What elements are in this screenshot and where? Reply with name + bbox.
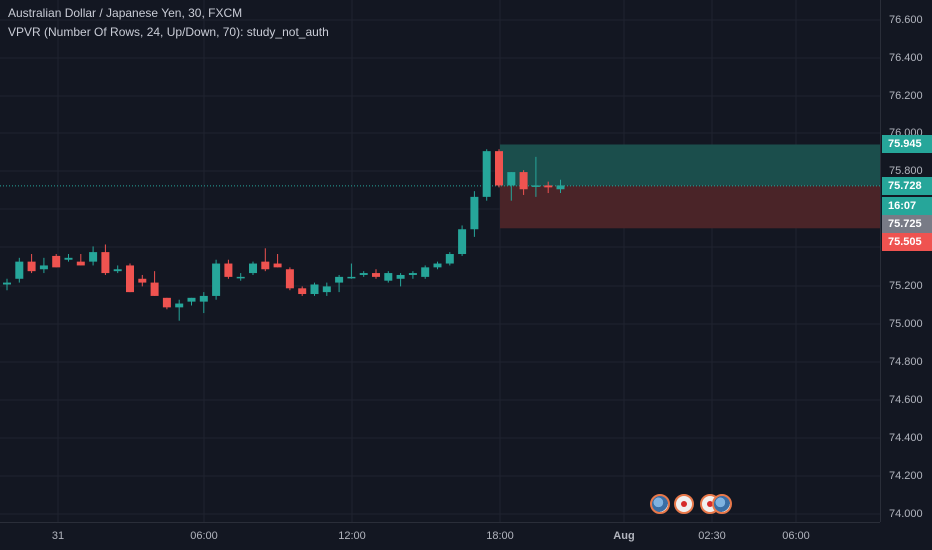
- candle-body: [470, 196, 479, 230]
- current-price-badge: 75.725: [882, 215, 932, 233]
- candle-body: [384, 273, 393, 281]
- candle-body: [482, 151, 491, 197]
- candle-body: [458, 229, 467, 255]
- stop-zone: [500, 185, 880, 229]
- symbol-title[interactable]: Australian Dollar / Japanese Yen, 30, FX…: [8, 6, 243, 20]
- candle-body: [531, 185, 540, 187]
- candle-body: [396, 274, 405, 279]
- candle-body: [236, 276, 245, 279]
- candle-body: [421, 267, 430, 277]
- candle-body: [359, 273, 368, 275]
- candle-body: [162, 297, 171, 308]
- candle-body: [15, 261, 24, 279]
- candle-body: [507, 172, 516, 186]
- candle-body: [187, 297, 196, 302]
- time-tick-label: 06:00: [190, 530, 218, 542]
- candle-body: [64, 257, 73, 260]
- globe-event-icon[interactable]: [650, 494, 670, 514]
- candle-body: [544, 185, 553, 188]
- candle-body: [76, 261, 85, 266]
- candle-body: [175, 303, 184, 308]
- candle-body: [322, 286, 331, 293]
- price-tick-label: 76.600: [889, 14, 923, 26]
- price-tick-label: 75.800: [889, 165, 923, 177]
- candle-body: [495, 151, 503, 186]
- candle-body: [310, 284, 319, 295]
- candle-body: [224, 263, 233, 277]
- time-tick-label: 31: [51, 530, 65, 542]
- candle-body: [433, 263, 442, 268]
- candle-body: [335, 276, 344, 283]
- candle-body: [39, 265, 48, 270]
- price-tick-label: 75.200: [889, 280, 923, 292]
- price-axis[interactable]: 76.60076.40076.20076.00075.80075.60075.4…: [880, 0, 932, 522]
- last-price-badge: 75.728: [882, 177, 932, 195]
- candle-body: [249, 263, 257, 274]
- candle-body: [199, 295, 208, 302]
- candle-body: [27, 261, 36, 272]
- price-tick-label: 74.800: [889, 356, 923, 368]
- candle-body: [261, 261, 270, 270]
- price-tick-label: 74.000: [889, 508, 923, 520]
- countdown-badge: 16:07: [882, 197, 932, 215]
- japan-flag-event-icon[interactable]: [674, 494, 694, 514]
- candle-body: [101, 252, 110, 274]
- indicator-title[interactable]: VPVR (Number Of Rows, 24, Up/Down, 70): …: [8, 25, 329, 39]
- stop-price-badge: 75.505: [882, 233, 932, 251]
- target-zone: [500, 144, 880, 186]
- time-tick-label: 18:00: [486, 530, 514, 542]
- candle-body: [150, 282, 159, 296]
- candle-body: [372, 273, 380, 277]
- time-tick-label: 02:30: [698, 530, 726, 542]
- candle-body: [52, 255, 61, 268]
- candle-body: [285, 269, 294, 289]
- target-price-badge: 75.945: [882, 135, 932, 153]
- time-tick-label: 06:00: [782, 530, 810, 542]
- candle-body: [126, 265, 134, 293]
- candle-body: [556, 185, 565, 190]
- candle-body: [89, 252, 98, 262]
- chart-legend: Australian Dollar / Japanese Yen, 30, FX…: [8, 4, 329, 42]
- candle-body: [408, 273, 417, 275]
- candle-body: [138, 278, 147, 283]
- time-axis[interactable]: 31 06:00 12:00 18:00 Aug 02:30 06:00: [0, 522, 880, 550]
- price-tick-label: 76.400: [889, 52, 923, 64]
- price-tick-label: 74.600: [889, 394, 923, 406]
- candle-body: [519, 172, 528, 190]
- candle-body: [212, 263, 221, 296]
- time-tick-label: 12:00: [338, 530, 366, 542]
- globe-event-icon[interactable]: [712, 494, 732, 514]
- candle-body: [113, 269, 122, 272]
- chart-pane[interactable]: Australian Dollar / Japanese Yen, 30, FX…: [0, 0, 880, 522]
- candle-body: [273, 263, 282, 268]
- price-tick-label: 74.200: [889, 470, 923, 482]
- candle-body: [445, 254, 454, 264]
- price-tick-label: 76.200: [889, 90, 923, 102]
- price-tick-label: 74.400: [889, 432, 923, 444]
- price-tick-label: 75.000: [889, 318, 923, 330]
- candle-body: [298, 288, 307, 295]
- candle-body: [3, 282, 11, 285]
- candlestick-chart[interactable]: [0, 0, 880, 522]
- time-tick-label: Aug: [613, 530, 635, 542]
- candle-body: [347, 276, 356, 279]
